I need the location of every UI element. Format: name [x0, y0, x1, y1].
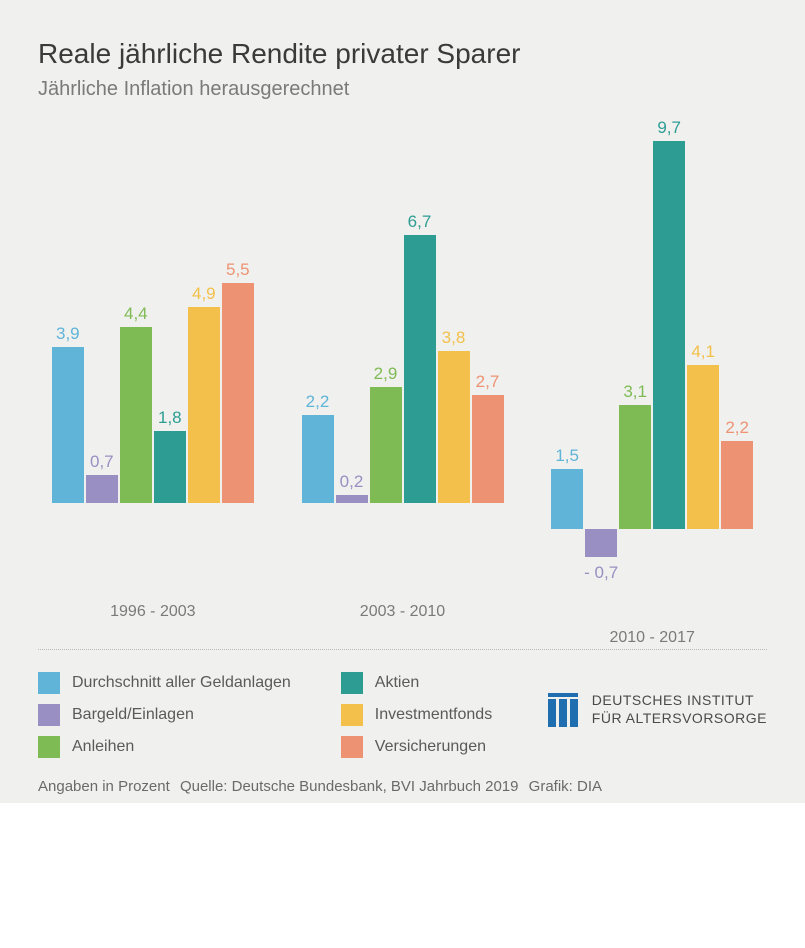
legend-swatch	[341, 672, 363, 694]
bar-rect: 2,2	[302, 415, 334, 503]
bar-rect: 4,1	[687, 365, 719, 529]
bar-bonds: 3,1	[619, 405, 651, 529]
brand-text: DEUTSCHES INSTITUT FÜR ALTERSVORSORGE	[592, 692, 767, 727]
bar-value-label: 5,5	[226, 260, 250, 280]
bar-value-label: 1,5	[555, 446, 579, 466]
bar-cluster: 1,5- 0,73,19,74,12,2	[537, 141, 767, 569]
chart-subtitle: Jährliche Inflation herausgerechnet	[38, 78, 767, 101]
legend-label: Durchschnitt aller Geldanlagen	[72, 674, 291, 692]
bar-funds: 3,8	[438, 351, 470, 503]
group-label: 2003 - 2010	[288, 603, 518, 621]
legend-swatch	[38, 704, 60, 726]
bar-rect: 9,7	[653, 141, 685, 529]
brand-line2: FÜR ALTERSVORSORGE	[592, 710, 767, 728]
bar-value-label: 4,1	[691, 342, 715, 362]
group-label: 1996 - 2003	[38, 603, 268, 621]
bar-cluster: 2,20,22,96,73,82,7	[288, 141, 518, 543]
bar-value-label: 9,7	[657, 118, 681, 138]
bar-value-label: 6,7	[408, 212, 432, 232]
bar-avg: 2,2	[302, 415, 334, 503]
legend-label: Aktien	[375, 674, 419, 692]
legend-swatch	[38, 736, 60, 758]
legend-swatch	[38, 672, 60, 694]
bar-rect: 3,9	[52, 347, 84, 503]
bar-value-label: 3,8	[442, 328, 466, 348]
bar-rect: 0,7	[86, 475, 118, 503]
legend-item-insur: Versicherungen	[341, 736, 492, 758]
brand-line1: DEUTSCHES INSTITUT	[592, 692, 767, 710]
bar-cluster: 3,90,74,41,84,95,5	[38, 141, 268, 543]
bar-value-label: 1,8	[158, 408, 182, 428]
bar-rect: 4,9	[188, 307, 220, 503]
bar-value-label: 2,2	[306, 392, 330, 412]
bar-value-label: 4,4	[124, 304, 148, 324]
brand-icon	[548, 693, 582, 727]
bar-stocks: 1,8	[154, 431, 186, 503]
bar-rect: 3,8	[438, 351, 470, 503]
bar-avg: 3,9	[52, 347, 84, 503]
bar-cash: 0,2	[336, 495, 368, 503]
legend-col: Durchschnitt aller Geldanlagen Bargeld/Ei…	[38, 672, 291, 758]
bar-value-label: 4,9	[192, 284, 216, 304]
bar-rect: 5,5	[222, 283, 254, 503]
legend-label: Investmentfonds	[375, 706, 492, 724]
bar-insur: 2,2	[721, 441, 753, 529]
bar-avg: 1,5	[551, 469, 583, 529]
legend-item-avg: Durchschnitt aller Geldanlagen	[38, 672, 291, 694]
footer-unit: Angaben in Prozent	[38, 778, 170, 795]
bar-rect: 4,4	[120, 327, 152, 503]
bar-group: 3,90,74,41,84,95,51996 - 2003	[38, 141, 268, 621]
legend-label: Anleihen	[72, 738, 134, 756]
legend-label: Bargeld/Einlagen	[72, 706, 194, 724]
bar-rect: 2,2	[721, 441, 753, 529]
bar-rect: 6,7	[404, 235, 436, 503]
bar-bonds: 2,9	[370, 387, 402, 503]
legend-label: Versicherungen	[375, 738, 486, 756]
bar-rect: 2,9	[370, 387, 402, 503]
bar-rect: - 0,7	[585, 529, 617, 557]
bar-stocks: 9,7	[653, 141, 685, 529]
infographic-card: Reale jährliche Rendite privater Sparer …	[0, 0, 805, 803]
group-label: 2010 - 2017	[537, 629, 767, 647]
bar-rect: 3,1	[619, 405, 651, 529]
legend-swatch	[341, 704, 363, 726]
bar-rect: 1,8	[154, 431, 186, 503]
bar-value-label: - 0,7	[584, 563, 618, 583]
bar-group: 1,5- 0,73,19,74,12,22010 - 2017	[537, 141, 767, 621]
legend-item-bonds: Anleihen	[38, 736, 291, 758]
bar-bonds: 4,4	[120, 327, 152, 503]
legend-columns: Durchschnitt aller Geldanlagen Bargeld/Ei…	[38, 672, 518, 758]
bar-value-label: 2,2	[725, 418, 749, 438]
bar-insur: 5,5	[222, 283, 254, 503]
bar-insur: 2,7	[472, 395, 504, 503]
bar-rect: 1,5	[551, 469, 583, 529]
bar-value-label: 2,7	[476, 372, 500, 392]
footer-source: Quelle: Deutsche Bundesbank, BVI Jahrbuc…	[180, 778, 519, 795]
legend-col: Aktien Investmentfonds Versicherungen	[341, 672, 492, 758]
bar-cash: 0,7	[86, 475, 118, 503]
bar-value-label: 3,1	[623, 382, 647, 402]
bar-rect: 2,7	[472, 395, 504, 503]
bar-group: 2,20,22,96,73,82,72003 - 2010	[288, 141, 518, 621]
legend-item-funds: Investmentfonds	[341, 704, 492, 726]
bar-rect: 0,2	[336, 495, 368, 503]
divider	[38, 649, 767, 650]
bar-value-label: 2,9	[374, 364, 398, 384]
footer-graphic: Grafik: DIA	[529, 778, 602, 795]
bar-stocks: 6,7	[404, 235, 436, 503]
legend-swatch	[341, 736, 363, 758]
legend-row: Durchschnitt aller Geldanlagen Bargeld/Ei…	[38, 672, 767, 758]
bar-value-label: 0,7	[90, 452, 114, 472]
legend-item-cash: Bargeld/Einlagen	[38, 704, 291, 726]
chart-title: Reale jährliche Rendite privater Sparer	[38, 38, 767, 70]
bar-funds: 4,1	[687, 365, 719, 529]
brand-block: DEUTSCHES INSTITUT FÜR ALTERSVORSORGE	[548, 672, 767, 727]
bar-value-label: 0,2	[340, 472, 364, 492]
footer: Angaben in Prozent Quelle: Deutsche Bund…	[38, 758, 767, 803]
bar-value-label: 3,9	[56, 324, 80, 344]
chart-area: 3,90,74,41,84,95,51996 - 20032,20,22,96,…	[38, 141, 767, 621]
bar-funds: 4,9	[188, 307, 220, 503]
legend-item-stocks: Aktien	[341, 672, 492, 694]
